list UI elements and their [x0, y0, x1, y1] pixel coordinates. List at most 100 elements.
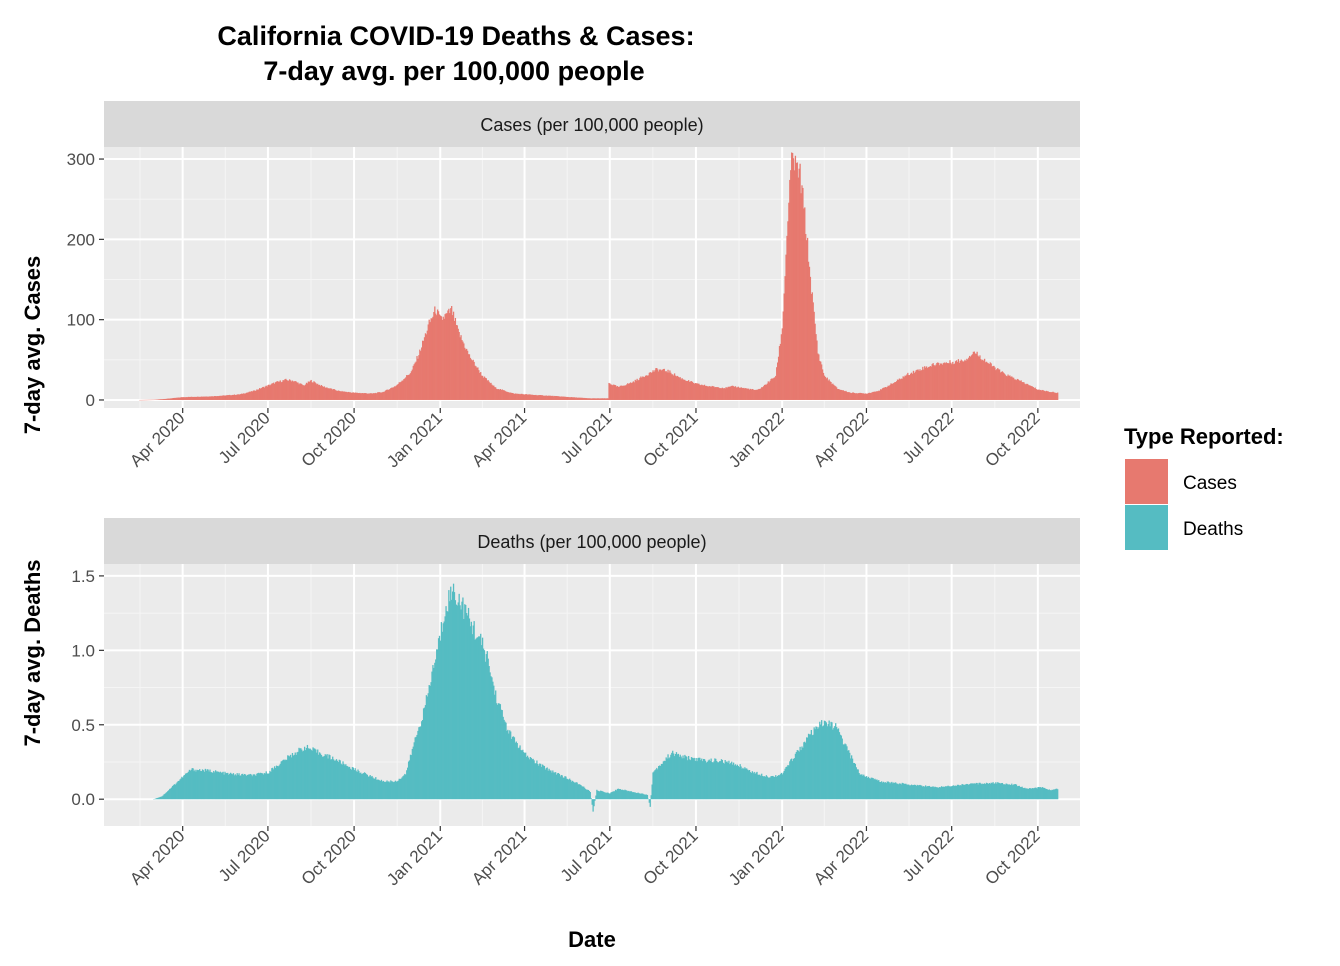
bar-deaths	[695, 757, 697, 800]
bar-cases	[402, 380, 404, 400]
bar-deaths	[276, 766, 279, 800]
bar-cases	[895, 382, 897, 400]
bar-deaths	[965, 784, 967, 800]
bar-cases	[190, 396, 192, 400]
bar-deaths	[246, 774, 249, 800]
bar-deaths	[949, 786, 951, 800]
bar-cases	[319, 386, 322, 400]
bar-deaths	[924, 785, 927, 800]
bar-cases	[408, 374, 411, 400]
bar-cases	[496, 389, 499, 400]
bar-cases	[652, 370, 654, 400]
bar-deaths	[298, 747, 300, 800]
bar-cases	[161, 399, 163, 400]
bar-deaths	[247, 774, 250, 800]
bar-deaths	[893, 782, 895, 800]
bar-cases	[916, 369, 918, 400]
bar-cases	[304, 384, 307, 400]
bar-cases	[312, 382, 314, 400]
bar-deaths	[268, 773, 270, 800]
bar-cases	[934, 366, 936, 400]
bar-deaths	[859, 774, 861, 800]
facet-strip	[104, 101, 1080, 147]
bar-cases	[880, 389, 882, 400]
bar-deaths	[843, 744, 845, 800]
bar-deaths	[624, 789, 626, 800]
x-tick-label: Oct 2021	[640, 408, 702, 470]
x-tick-label: Apr 2020	[126, 408, 188, 470]
bar-deaths	[1019, 786, 1021, 800]
bar-cases	[508, 392, 510, 400]
bar-cases	[606, 398, 608, 400]
bar-deaths	[448, 590, 450, 800]
x-tick-label: Oct 2020	[298, 408, 360, 470]
x-axis-title: Date	[568, 927, 616, 952]
bar-deaths	[992, 782, 994, 800]
bar-cases	[547, 395, 549, 400]
bar-cases	[758, 388, 760, 400]
bar-cases	[557, 396, 560, 400]
bar-deaths	[778, 775, 781, 800]
bar-deaths	[340, 763, 342, 800]
bar-cases	[185, 397, 188, 400]
bar-deaths	[954, 786, 956, 800]
bar-cases	[296, 382, 298, 400]
bar-cases	[310, 379, 312, 400]
bar-deaths	[478, 636, 480, 800]
bar-deaths	[745, 768, 747, 800]
bar-cases	[984, 362, 987, 400]
bar-deaths	[379, 780, 382, 800]
bar-cases	[929, 366, 931, 400]
bar-cases	[627, 383, 629, 400]
bar-cases	[571, 397, 574, 400]
bar-cases	[208, 396, 210, 400]
bar-deaths	[865, 776, 868, 800]
bar-cases	[629, 382, 632, 400]
bar-deaths	[504, 721, 506, 800]
bar-deaths	[570, 781, 573, 800]
bar-cases	[757, 389, 759, 400]
bar-cases	[931, 364, 933, 400]
bar-cases	[969, 356, 972, 400]
bar-deaths	[694, 760, 696, 800]
bar-deaths	[552, 770, 554, 800]
bar-cases	[485, 378, 487, 400]
bar-deaths	[1020, 787, 1022, 800]
bar-cases	[381, 392, 384, 400]
bar-deaths	[766, 776, 768, 800]
bar-cases	[162, 399, 164, 400]
bar-cases	[856, 393, 858, 400]
bar-cases	[291, 380, 294, 400]
bar-cases	[529, 394, 531, 400]
bar-cases	[683, 379, 685, 400]
bar-cases	[227, 395, 229, 400]
bar-cases	[836, 388, 839, 400]
bar-deaths	[612, 791, 614, 800]
bar-cases	[369, 393, 371, 400]
bar-cases	[328, 388, 330, 400]
bar-cases	[239, 394, 241, 400]
bar-cases	[488, 381, 490, 400]
bar-deaths	[824, 721, 827, 800]
bar-deaths	[696, 761, 698, 800]
bar-cases	[930, 366, 932, 400]
bar-deaths	[659, 765, 662, 800]
bar-deaths	[815, 726, 817, 800]
bar-deaths	[425, 695, 428, 800]
bar-deaths	[639, 793, 641, 800]
bar-cases	[286, 379, 288, 400]
bar-cases	[181, 397, 183, 400]
bar-deaths	[974, 783, 976, 800]
bar-deaths	[881, 782, 884, 800]
bar-cases	[337, 390, 339, 400]
bar-cases	[769, 380, 771, 400]
bar-deaths	[700, 760, 702, 800]
bar-deaths	[172, 785, 175, 800]
bar-deaths	[496, 704, 499, 800]
bar-deaths	[760, 775, 762, 800]
bar-cases	[189, 396, 191, 400]
bar-deaths	[1046, 789, 1049, 800]
bar-deaths	[1008, 784, 1010, 800]
bar-cases	[353, 392, 355, 400]
bar-cases	[909, 375, 911, 400]
